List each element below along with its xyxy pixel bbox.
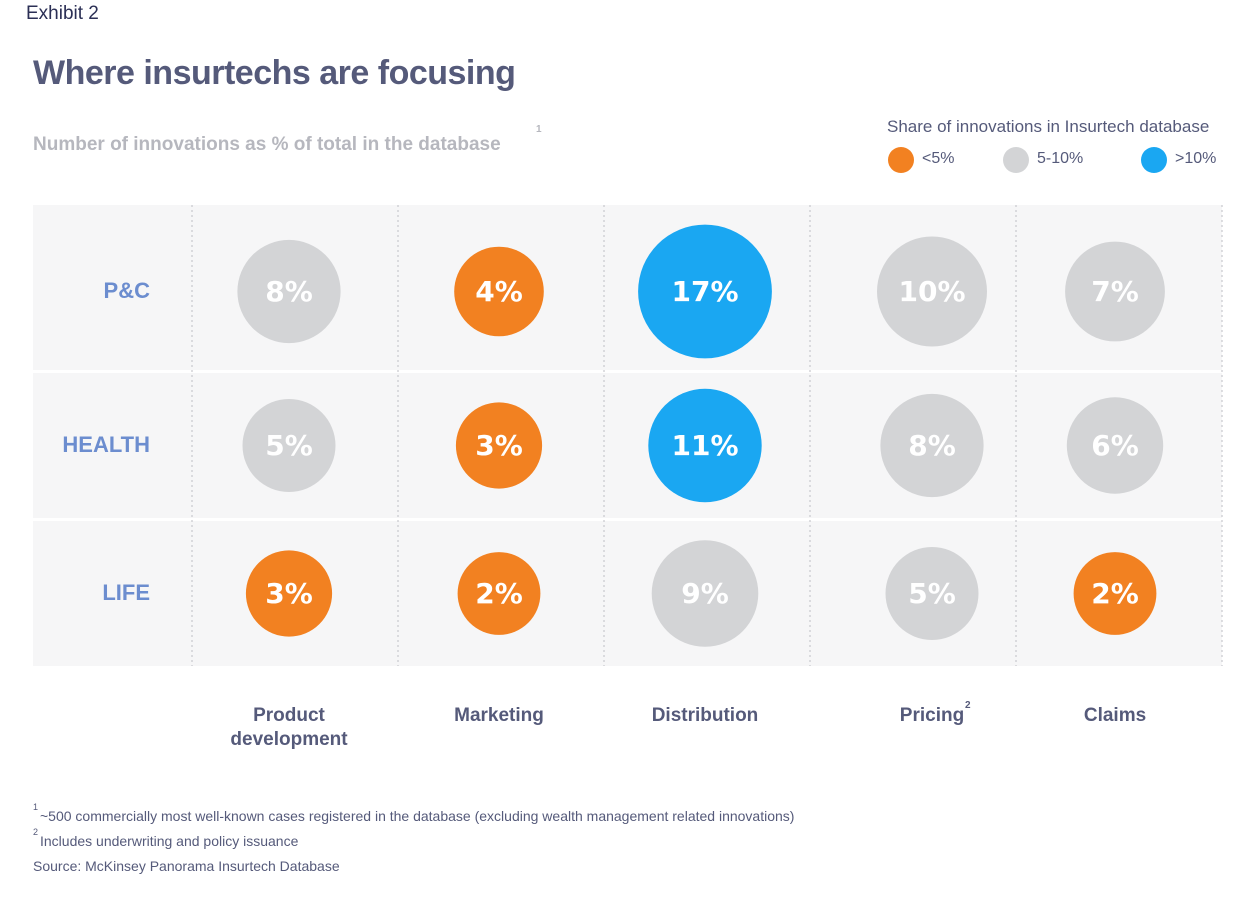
value-label: 7% bbox=[1091, 275, 1139, 308]
footnote: Includes underwriting and policy issuanc… bbox=[40, 833, 299, 849]
footnote-marker: 1 bbox=[536, 124, 542, 135]
bubble bbox=[1065, 241, 1165, 342]
bubble bbox=[1066, 397, 1164, 494]
legend-swatch bbox=[1141, 147, 1167, 173]
value-label: 8% bbox=[908, 429, 956, 462]
bubble bbox=[651, 540, 759, 647]
bubble bbox=[457, 552, 541, 635]
bubble bbox=[454, 246, 544, 337]
row-label: HEALTH bbox=[62, 431, 150, 457]
row-label: LIFE bbox=[102, 579, 150, 605]
value-label: 6% bbox=[1091, 429, 1139, 462]
value-label: 4% bbox=[475, 275, 523, 308]
row-band bbox=[33, 373, 1222, 518]
footnote-marker: 2 bbox=[33, 827, 39, 837]
bubble bbox=[237, 239, 341, 344]
bubble bbox=[880, 393, 984, 498]
bubble bbox=[245, 550, 333, 637]
x-tick-label: Distribution bbox=[651, 705, 759, 726]
value-label: 8% bbox=[265, 275, 313, 308]
row-label: P&C bbox=[103, 277, 150, 303]
legend-swatch bbox=[1003, 147, 1029, 173]
row-band bbox=[33, 521, 1222, 666]
value-label: 3% bbox=[265, 577, 313, 610]
bubble bbox=[648, 388, 762, 503]
x-tick-label: Marketing bbox=[454, 705, 544, 726]
legend-swatch bbox=[888, 147, 914, 173]
x-tick-label: Claims bbox=[1083, 705, 1147, 726]
value-label: 2% bbox=[1091, 577, 1139, 610]
footnote-marker: 1 bbox=[33, 802, 39, 812]
value-label: 11% bbox=[671, 429, 738, 462]
bubble bbox=[877, 236, 987, 347]
chart-title: Where insurtechs are focusing bbox=[33, 54, 516, 92]
exhibit-label: Exhibit 2 bbox=[26, 3, 99, 24]
legend-title: Share of innovations in Insurtech databa… bbox=[887, 117, 1210, 136]
row-band bbox=[33, 205, 1222, 370]
chart-subtitle: Number of innovations as % of total in t… bbox=[33, 134, 501, 155]
value-label: 5% bbox=[908, 577, 956, 610]
bubble bbox=[455, 402, 543, 489]
legend-label: 5-10% bbox=[1037, 150, 1084, 167]
footnote-marker: 2 bbox=[965, 700, 971, 711]
bubble bbox=[638, 224, 772, 359]
bubble bbox=[1073, 552, 1157, 635]
value-label: 17% bbox=[671, 275, 738, 308]
x-tick-label: Product development bbox=[230, 705, 348, 750]
value-label: 2% bbox=[475, 577, 523, 610]
footnote: ~500 commercially most well-known cases … bbox=[40, 808, 795, 824]
value-label: 3% bbox=[475, 429, 523, 462]
value-label: 10% bbox=[898, 275, 965, 308]
value-label: 5% bbox=[265, 429, 313, 462]
x-tick-label: Pricing bbox=[899, 705, 965, 726]
source: Source: McKinsey Panorama Insurtech Data… bbox=[33, 858, 340, 874]
bubble bbox=[242, 399, 336, 492]
bubble bbox=[885, 547, 979, 640]
legend-label: >10% bbox=[1175, 150, 1217, 167]
value-label: 9% bbox=[681, 577, 729, 610]
legend-label: <5% bbox=[922, 150, 955, 167]
